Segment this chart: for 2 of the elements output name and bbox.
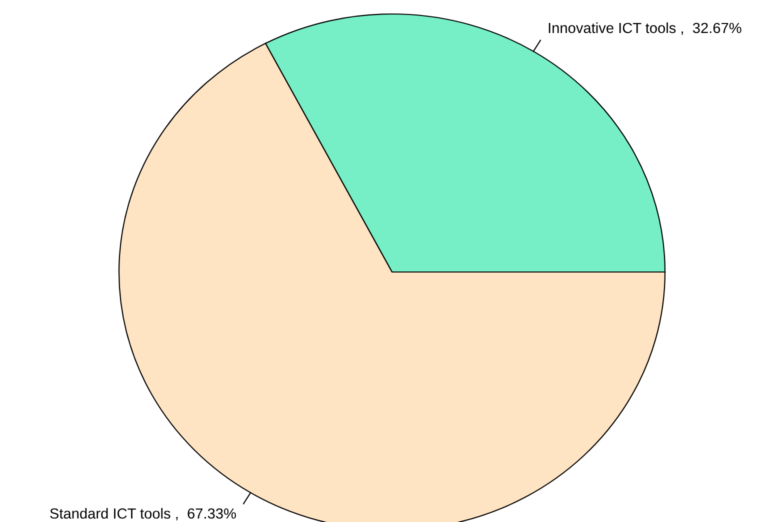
slice-label: Innovative ICT tools , 32.67% bbox=[548, 22, 742, 35]
slice-label: Standard ICT tools , 67.33% bbox=[50, 508, 236, 520]
